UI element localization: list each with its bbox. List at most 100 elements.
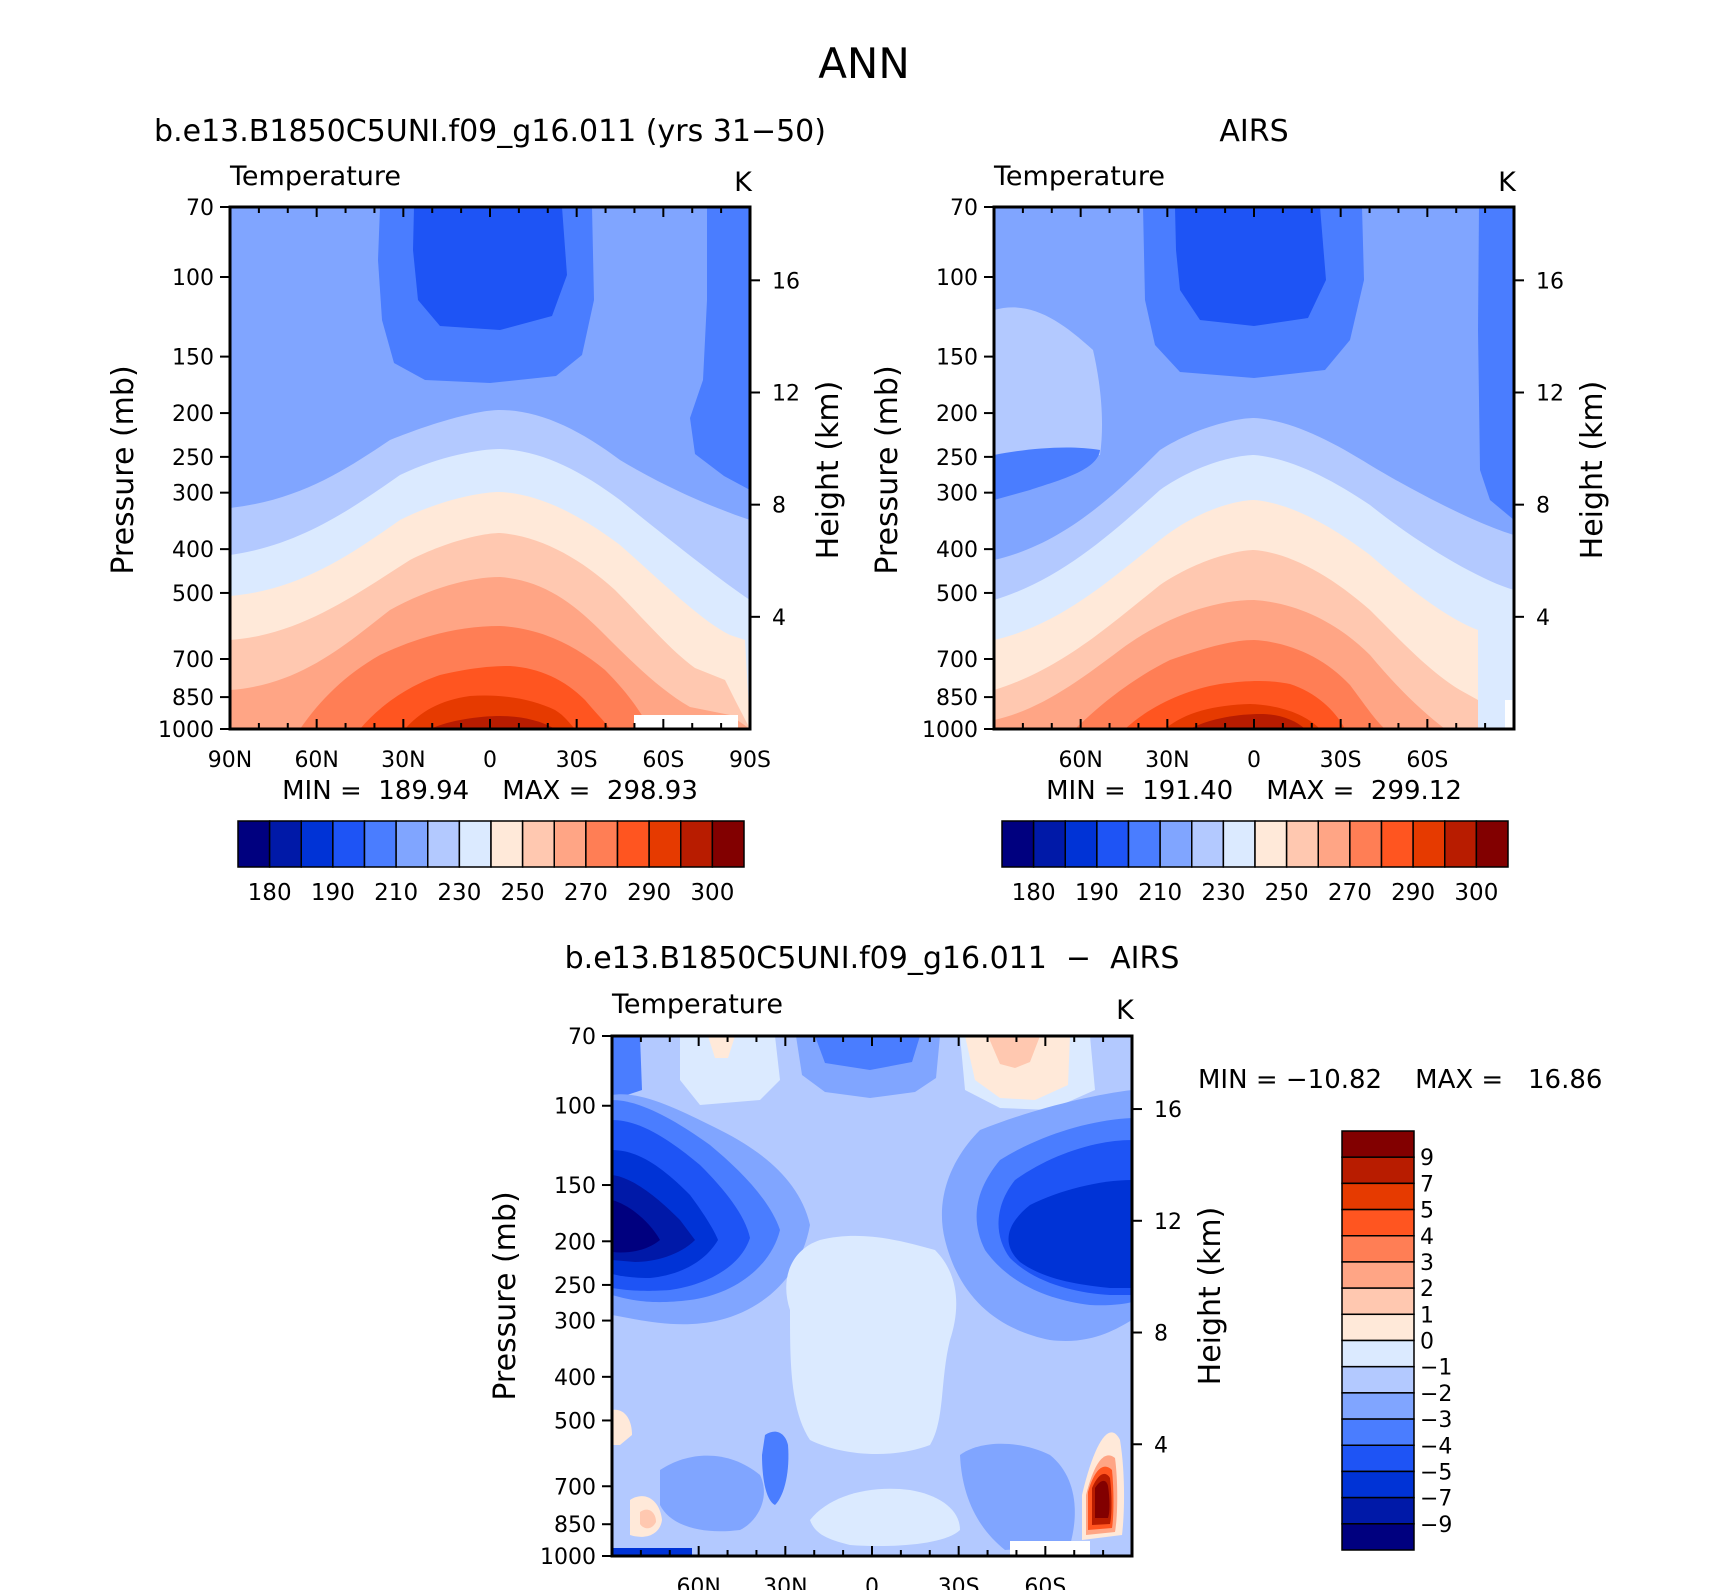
colorbar-box xyxy=(648,820,682,868)
fill-band-m4-m3-cell xyxy=(762,1431,789,1505)
pressure-tick-label: 500 xyxy=(554,1409,596,1434)
colorbar-box xyxy=(1127,820,1161,868)
colorbar-label: 0 xyxy=(1420,1330,1434,1355)
colorbar-box xyxy=(237,820,271,868)
fill-band-220-230-north xyxy=(994,307,1103,470)
pressure-tick-label: 700 xyxy=(936,648,978,673)
colorbar-box xyxy=(1341,1182,1415,1211)
colorbar-box xyxy=(1341,1392,1415,1420)
colorbar-label: 300 xyxy=(690,880,734,906)
right-string: K xyxy=(1116,995,1135,1026)
colorbar-box xyxy=(1159,820,1193,868)
pressure-tick-label: 500 xyxy=(172,582,214,607)
lat-tick-label: 0 xyxy=(483,748,497,773)
left-string: Temperature xyxy=(611,989,783,1020)
colorbar-box xyxy=(427,820,461,868)
lat-tick-label: 60S xyxy=(1024,1575,1066,1590)
lat-tick-label: 30N xyxy=(381,748,425,773)
colorbar-box xyxy=(1032,820,1066,868)
colorbar-label: 210 xyxy=(1138,880,1182,906)
colorbar-label: 250 xyxy=(1265,880,1309,906)
colorbar-label: 210 xyxy=(374,880,418,906)
colorbar-box xyxy=(1254,820,1288,868)
colorbar-box xyxy=(1341,1418,1415,1446)
colorbar-label: 3 xyxy=(1420,1251,1434,1276)
colorbar-box xyxy=(1341,1339,1415,1368)
colorbar-label: 2 xyxy=(1420,1277,1434,1302)
pressure-tick-label: 700 xyxy=(172,648,214,673)
colorbar-label: −2 xyxy=(1420,1382,1452,1407)
pressure-tick-label: 150 xyxy=(172,346,214,371)
fill-band-190-200 xyxy=(1175,207,1326,326)
fill-band-1-2-north-low xyxy=(612,1409,632,1445)
colorbar-box xyxy=(1341,1496,1415,1525)
pressure-tick-label: 1000 xyxy=(922,718,978,743)
fill-band-m4-m3-top-tropic xyxy=(815,1036,920,1070)
fill-band-200-210-polar-south xyxy=(690,207,750,490)
lat-tick-label: 60N xyxy=(676,1575,720,1590)
pressure-tick-label: 700 xyxy=(554,1475,596,1500)
lat-tick-label: 30S xyxy=(1320,748,1362,773)
colorbar-box xyxy=(680,820,714,868)
pressure-tick-label: 150 xyxy=(936,346,978,371)
height-tick-label: 16 xyxy=(772,269,800,294)
colorbar-box xyxy=(1341,1365,1415,1394)
pressure-tick-label: 400 xyxy=(172,538,214,563)
fill-band-200-210-polar-south xyxy=(1478,207,1514,520)
colorbar-label: −5 xyxy=(1420,1460,1452,1485)
contour-field xyxy=(612,1036,1132,1556)
lat-tick-label: 30S xyxy=(556,748,598,773)
pressure-tick-label: 70 xyxy=(950,196,978,221)
panel-title: AIRS xyxy=(1219,114,1288,149)
pressure-tick-label: 1000 xyxy=(158,718,214,743)
panel-title: b.e13.B1850C5UNI.f09_g16.011 (yrs 31−50) xyxy=(154,114,826,149)
min-max-text: MIN = −10.82 MAX = 16.86 xyxy=(1198,1065,1602,1095)
colorbar-label: 230 xyxy=(437,880,481,906)
pressure-axis: 70 100 150 200 250 300 400 500 700 850 1000 xyxy=(922,196,994,743)
figure-title: ANN xyxy=(818,39,910,88)
panel-model: b.e13.B1850C5UNI.f09_g16.011 (yrs 31−50)… xyxy=(106,114,846,906)
fill-band-1-2-top-south xyxy=(988,1036,1040,1068)
lat-tick-label: 30N xyxy=(1145,748,1189,773)
pressure-tick-label: 200 xyxy=(554,1230,596,1255)
colorbar-label: 300 xyxy=(1454,880,1498,906)
fill-band-200-210-north xyxy=(994,447,1100,500)
fill-band-m4-m3-polar-north-top xyxy=(612,1036,642,1100)
colorbar-label: 230 xyxy=(1201,880,1245,906)
colorbar-label: 1 xyxy=(1420,1303,1434,1328)
pressure-tick-label: 300 xyxy=(936,482,978,507)
colorbar-box xyxy=(1341,1208,1415,1237)
fill-band-above-9-south-cell xyxy=(1095,1480,1110,1518)
pressure-tick-label: 250 xyxy=(172,446,214,471)
height-axis: 16 12 8 4 xyxy=(750,269,800,631)
colorbar-box xyxy=(1341,1523,1415,1551)
height-tick-label: 12 xyxy=(1536,381,1564,406)
colorbar-label: −1 xyxy=(1420,1356,1452,1381)
colorbar-label: 180 xyxy=(1012,880,1056,906)
fill-band-m1-0-low-tropics xyxy=(810,1488,960,1547)
lat-tick-label: 30S xyxy=(938,1575,980,1590)
pressure-tick-label: 1000 xyxy=(540,1545,596,1570)
fill-band-below-m9-north xyxy=(612,1200,660,1253)
colorbar-label: 290 xyxy=(627,880,671,906)
height-tick-label: 8 xyxy=(772,494,786,519)
lat-axis: 60N 30N 0 30S 60S xyxy=(639,1036,1105,1590)
colorbar-label: 190 xyxy=(1075,880,1119,906)
colorbar-box xyxy=(1222,820,1256,868)
colorbar-label: 190 xyxy=(311,880,355,906)
pressure-tick-label: 100 xyxy=(936,266,978,291)
colorbar-box xyxy=(1341,1235,1415,1263)
y-axis-label-right: Height (km) xyxy=(1575,381,1610,560)
pressure-tick-label: 300 xyxy=(554,1310,596,1335)
colorbar-box xyxy=(1444,820,1478,868)
fill-band-m1-0-tropics xyxy=(786,1235,957,1455)
pressure-tick-label: 200 xyxy=(936,402,978,427)
colorbar-box xyxy=(585,820,619,868)
missing-data xyxy=(634,715,738,729)
height-axis: 16 12 8 4 xyxy=(1132,1098,1182,1458)
colorbar-box xyxy=(332,820,366,868)
fill-band-m7-m5-surface xyxy=(612,1548,692,1556)
colorbar-label: −4 xyxy=(1420,1434,1452,1459)
panel-title: b.e13.B1850C5UNI.f09_g16.011 − AIRS xyxy=(565,941,1180,976)
colorbar-label: 180 xyxy=(248,880,292,906)
